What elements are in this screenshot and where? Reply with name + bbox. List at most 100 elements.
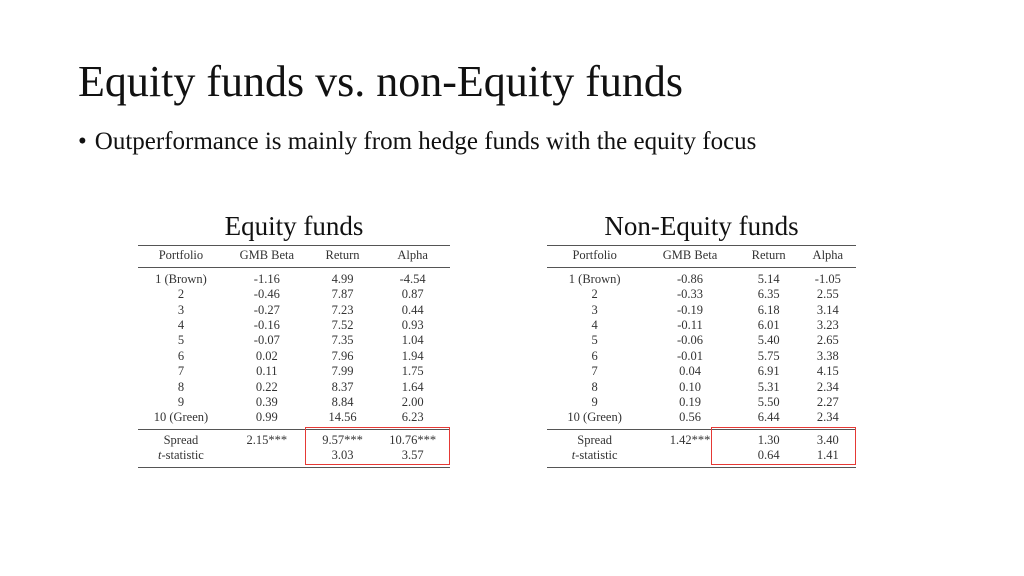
table-cell: -0.07 [253, 333, 280, 348]
table-cell: 5.75 [757, 348, 780, 363]
table-cell: 2 [177, 287, 185, 302]
table-cell: 10 (Green) [567, 410, 622, 425]
table-cell: 4 [177, 317, 185, 332]
column-header: Alpha [799, 244, 856, 268]
table-row: 6 0.02 7.96 1.94 [138, 349, 450, 364]
table-header-row: Portfolio GMB Beta Return Alpha [547, 244, 856, 268]
table-cell: 10 (Green) [153, 410, 209, 425]
column-header: Return [309, 244, 376, 268]
table-cell: 0.02 [255, 348, 278, 363]
table-cell: 0.39 [255, 394, 278, 409]
table-cell: -4.54 [399, 271, 426, 286]
column-header: Portfolio [547, 244, 643, 268]
table-cell: 2.34 [816, 410, 839, 425]
table-cell: 1.04 [401, 333, 424, 348]
table-cell: 3.40 [799, 428, 856, 449]
table-cell: -0.86 [676, 271, 704, 286]
table-cell: 3.23 [816, 317, 839, 332]
bullet-marker: • [78, 128, 87, 155]
table-cell: 6.91 [757, 364, 780, 379]
table-cell: -0.16 [253, 317, 280, 332]
table-cell: t-statistic [547, 448, 643, 468]
table-row: 3 -0.19 6.18 3.14 [547, 303, 856, 318]
table-cell: 3.38 [816, 348, 839, 363]
table-cell: 0.56 [679, 410, 701, 425]
column-header: Alpha [375, 244, 450, 268]
table-cell: 3.14 [816, 302, 839, 317]
table-cell: 8.37 [331, 379, 354, 394]
table-row: 5 -0.07 7.35 1.04 [138, 333, 450, 348]
table-cell: 3.57 [375, 448, 450, 468]
equity-funds-table: Portfolio GMB Beta Return Alpha 1 (Brown) -1.… [138, 244, 450, 468]
table-cell: 0.22 [255, 379, 278, 394]
table-row: 2 -0.46 7.87 0.87 [138, 287, 450, 302]
non-equity-highlight-box [711, 427, 856, 465]
table-cell: 4 [591, 317, 598, 332]
table-row: 8 0.22 8.37 1.64 [138, 380, 450, 395]
table-cell: 5.40 [757, 333, 780, 348]
table-cell: 0.04 [679, 364, 701, 379]
table-cell: 14.56 [328, 410, 357, 425]
bullet-point: • Outperformance is mainly from hedge fun… [78, 127, 756, 157]
table-cell: t-statistic [138, 448, 224, 468]
slide-title: Equity funds vs. non-Equity funds [78, 57, 683, 106]
table-row: 3 -0.27 7.23 0.44 [138, 303, 450, 318]
table-cell: Spread [138, 428, 224, 449]
table-cell: -1.16 [253, 271, 280, 286]
table-row: 9 0.39 8.84 2.00 [138, 395, 450, 410]
table-cell: 1 (Brown) [568, 271, 621, 286]
table-header-row: Portfolio GMB Beta Return Alpha [138, 244, 450, 268]
table-row: 9 0.19 5.50 2.27 [547, 395, 856, 410]
table-cell: 5.50 [757, 394, 780, 409]
column-header: Return [737, 244, 800, 268]
table-cell: 6.18 [757, 302, 780, 317]
table-cell [642, 448, 738, 468]
table-row: 10 (Green) 0.99 14.56 6.23 [138, 410, 450, 429]
table-row: 2 -0.33 6.35 2.55 [547, 287, 856, 302]
table-row: 7 0.11 7.99 1.75 [138, 364, 450, 379]
table-cell: 1.75 [401, 364, 424, 379]
table-cell: 7.23 [331, 302, 354, 317]
table-cell: 4.15 [816, 364, 839, 379]
table-cell: 8 [177, 379, 185, 394]
column-header: GMB Beta [642, 244, 738, 268]
table-cell: 9 [591, 394, 598, 409]
table-cell: 9 [177, 394, 185, 409]
non-equity-funds-heading: Non-Equity funds [604, 211, 799, 241]
table-cell: 5.14 [757, 271, 780, 286]
table-cell: 7.52 [331, 317, 354, 332]
table-row: 4 -0.11 6.01 3.23 [547, 318, 856, 333]
table-row: 4 -0.16 7.52 0.93 [138, 318, 450, 333]
table-cell: -0.46 [253, 287, 280, 302]
table-cell: 10.76*** [375, 428, 450, 449]
table-cell: Spread [547, 428, 643, 449]
table-cell: 7.99 [331, 364, 354, 379]
table-cell: 0.87 [401, 287, 424, 302]
table-cell: 1.41 [799, 448, 856, 468]
table-cell: 2.00 [401, 394, 424, 409]
table-cell: 1 (Brown) [155, 271, 207, 286]
table-cell: 6.35 [757, 287, 780, 302]
table-cell: 0.11 [256, 364, 278, 379]
table-cell: -1.05 [814, 271, 841, 286]
table-cell: 0.93 [401, 317, 424, 332]
table-cell: 7 [591, 364, 598, 379]
table-row: 5 -0.06 5.40 2.65 [547, 333, 856, 348]
table-row: 1 (Brown) -1.16 4.99 -4.54 [138, 267, 450, 287]
table-cell: 5 [177, 333, 185, 348]
table-cell: 6.23 [401, 410, 424, 425]
table-row: 1 (Brown) -0.86 5.14 -1.05 [547, 267, 856, 287]
table-cell: 3.03 [309, 448, 376, 468]
table-cell: 9.57*** [309, 428, 376, 449]
table-cell: 2.15*** [223, 428, 310, 449]
table-cell: 0.19 [679, 394, 701, 409]
table-cell: 2.65 [816, 333, 839, 348]
table-cell: 7.87 [331, 287, 354, 302]
table-cell: 7 [177, 364, 185, 379]
table-cell: 6 [591, 348, 598, 363]
equity-highlight-box [305, 427, 450, 465]
table-cell: 7.96 [331, 348, 354, 363]
column-header: Portfolio [138, 244, 224, 268]
table-cell [223, 448, 310, 468]
table-cell: 2 [591, 287, 598, 302]
